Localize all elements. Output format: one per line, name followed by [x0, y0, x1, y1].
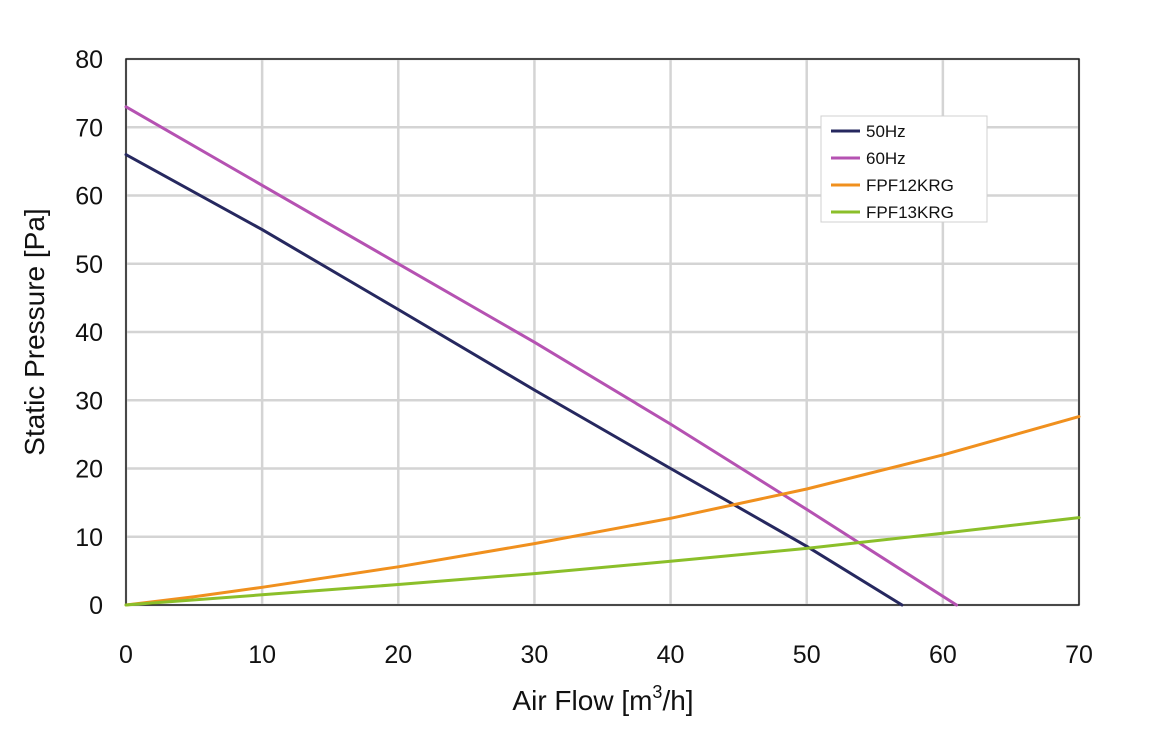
- legend-label-60hz: 60Hz: [866, 149, 906, 168]
- x-tick-label: 70: [1065, 641, 1093, 669]
- y-tick-label: 0: [89, 592, 103, 620]
- y-tick-label: 20: [75, 456, 103, 484]
- x-axis-title-tail: /h]: [662, 685, 693, 716]
- series-line-fpf12krg: [124, 415, 1081, 607]
- legend-label-50hz: 50Hz: [866, 122, 906, 141]
- series-line-50hz: [124, 153, 904, 607]
- y-tick-label: 60: [75, 183, 103, 211]
- legend-box: [820, 115, 988, 223]
- series-line-60hz: [124, 105, 958, 607]
- x-tick-label: 60: [929, 641, 957, 669]
- y-tick-label: 80: [75, 46, 103, 74]
- x-axis-title: Air Flow [m3/h]: [512, 682, 693, 716]
- x-tick-label: 10: [248, 641, 276, 669]
- legend-label-fpf13krg: FPF13KRG: [866, 203, 954, 222]
- x-tick-label: 30: [521, 641, 549, 669]
- x-tick-label: 20: [384, 641, 412, 669]
- y-tick-label: 40: [75, 319, 103, 347]
- plot-border: [125, 58, 1080, 606]
- legend-items: 50Hz 60Hz FPF12KRG FPF13KRG: [831, 122, 954, 222]
- y-tick-label: 30: [75, 387, 103, 415]
- x-tick-label: 0: [119, 641, 133, 669]
- y-tick-label: 10: [75, 524, 103, 552]
- x-axis-title-main: Air Flow [m: [512, 685, 652, 716]
- series-line-fpf13krg: [124, 516, 1081, 607]
- x-axis-title-sup: 3: [652, 682, 662, 702]
- y-axis-title: Static Pressure [Pa]: [19, 208, 50, 455]
- x-axis-ticks: 0 10 20 30 40 50 60 70: [119, 641, 1093, 669]
- y-tick-label: 70: [75, 114, 103, 142]
- legend: 50Hz 60Hz FPF12KRG FPF13KRG: [820, 115, 988, 223]
- legend-label-fpf12krg: FPF12KRG: [866, 176, 954, 195]
- series-layer: [124, 105, 1081, 607]
- x-tick-label: 50: [793, 641, 821, 669]
- x-tick-label: 40: [657, 641, 685, 669]
- y-axis-ticks: 0 10 20 30 40 50 60 70 80: [75, 46, 103, 620]
- y-tick-label: 50: [75, 251, 103, 279]
